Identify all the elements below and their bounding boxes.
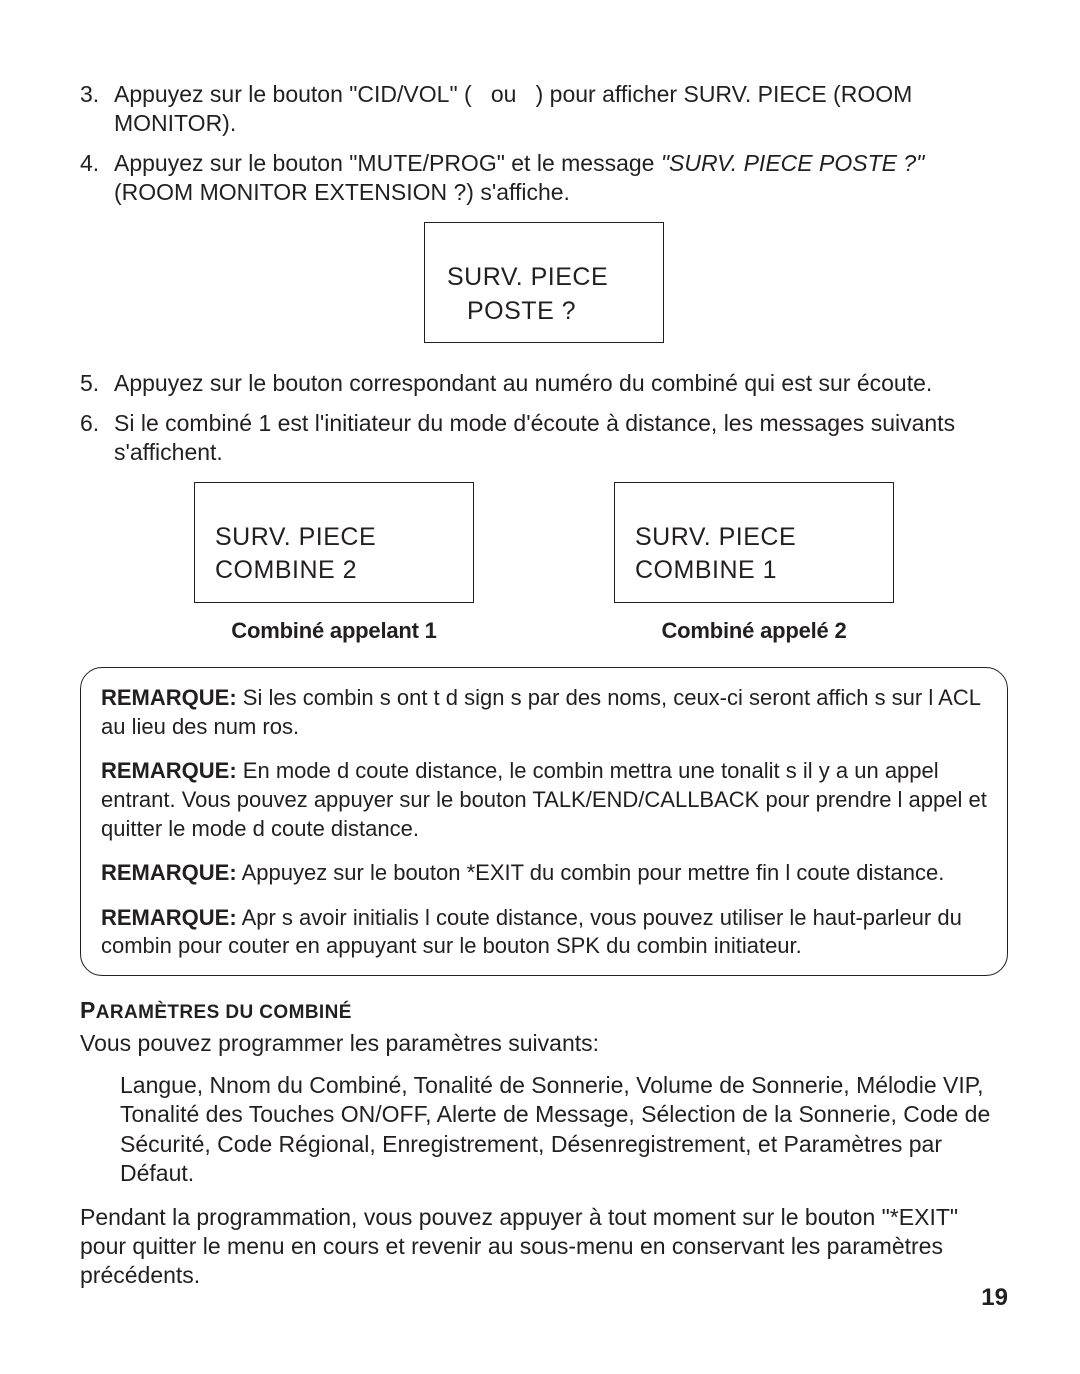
document-page: 3. Appuyez sur le bouton "CID/VOL" ( ou … [0, 0, 1080, 1374]
lcd-caption-left: Combiné appelant 1 [194, 617, 474, 645]
steps-list-b: 5. Appuyez sur le bouton correspondant a… [80, 369, 1008, 467]
section-outro: Pendant la programmation, vous pouvez ap… [80, 1203, 1008, 1291]
text-fragment: (ROOM MONITOR EXTENSION ?) s'affiche. [114, 179, 570, 205]
step-number: 3. [80, 80, 114, 139]
lcd-display-pair: SURV. PIECE COMBINE 2 Combiné appelant 1… [80, 482, 1008, 646]
step-text: Appuyez sur le bouton "CID/VOL" ( ou ) p… [114, 80, 1008, 139]
step-text: Appuyez sur le bouton "MUTE/PROG" et le … [114, 149, 1008, 208]
step-5: 5. Appuyez sur le bouton correspondant a… [80, 369, 1008, 398]
title-firstcap: P [80, 997, 96, 1023]
settings-list: Langue, Nnom du Combiné, Tonalité de Son… [120, 1071, 1008, 1189]
lcd-line: POSTE ? [447, 295, 643, 329]
remark-item: REMARQUE: Si les combin s ont t d sign s… [101, 684, 987, 741]
remark-item: REMARQUE: En mode d coute distance, le c… [101, 757, 987, 843]
step-text: Appuyez sur le bouton correspondant au n… [114, 369, 1008, 398]
lcd-left-column: SURV. PIECE COMBINE 2 Combiné appelant 1 [194, 482, 474, 646]
text-fragment: Appuyez sur le bouton "CID/VOL" ( [114, 81, 472, 107]
remark-text: Appuyez sur le bouton *EXIT du combin po… [242, 860, 945, 885]
lcd-line: SURV. PIECE [635, 521, 873, 555]
remark-item: REMARQUE: Apr s avoir initialis l coute … [101, 904, 987, 961]
remark-label: REMARQUE: [101, 758, 237, 783]
step-4: 4. Appuyez sur le bouton "MUTE/PROG" et … [80, 149, 1008, 208]
remark-label: REMARQUE: [101, 860, 237, 885]
remark-box: REMARQUE: Si les combin s ont t d sign s… [80, 667, 1008, 976]
lcd-display-left: SURV. PIECE COMBINE 2 [194, 482, 474, 604]
step-3: 3. Appuyez sur le bouton "CID/VOL" ( ou … [80, 80, 1008, 139]
text-fragment: ou [491, 81, 517, 107]
section-intro: Vous pouvez programmer les paramètres su… [80, 1029, 1008, 1058]
title-smallcaps: ARAMÈTRES DU COMBINÉ [96, 1002, 352, 1023]
page-number: 19 [981, 1283, 1008, 1314]
text-italic: "SURV. PIECE POSTE ?" [661, 150, 924, 176]
step-number: 4. [80, 149, 114, 208]
lcd-line: SURV. PIECE [215, 521, 453, 555]
remark-label: REMARQUE: [101, 905, 237, 930]
remark-item: REMARQUE: Appuyez sur le bouton *EXIT du… [101, 859, 987, 888]
lcd-right-column: SURV. PIECE COMBINE 1 Combiné appelé 2 [614, 482, 894, 646]
lcd-line: SURV. PIECE [447, 261, 643, 295]
lcd-caption-right: Combiné appelé 2 [614, 617, 894, 645]
lcd-line: COMBINE 2 [215, 554, 453, 588]
lcd-display-right: SURV. PIECE COMBINE 1 [614, 482, 894, 604]
step-6: 6. Si le combiné 1 est l'initiateur du m… [80, 409, 1008, 468]
lcd-display-single: SURV. PIECE POSTE ? [424, 222, 664, 344]
step-number: 6. [80, 409, 114, 468]
step-text: Si le combiné 1 est l'initiateur du mode… [114, 409, 1008, 468]
step-number: 5. [80, 369, 114, 398]
steps-list-a: 3. Appuyez sur le bouton "CID/VOL" ( ou … [80, 80, 1008, 208]
text-fragment: Appuyez sur le bouton "MUTE/PROG" et le … [114, 150, 661, 176]
section-title: PARAMÈTRES DU COMBINÉ [80, 996, 1008, 1025]
lcd-line: COMBINE 1 [635, 554, 873, 588]
remark-label: REMARQUE: [101, 685, 237, 710]
